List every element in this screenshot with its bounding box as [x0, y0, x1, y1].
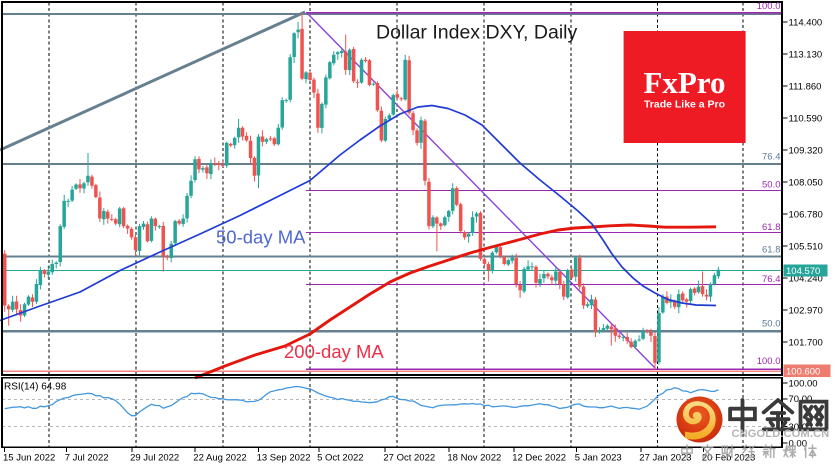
svg-text:50.0: 50.0 — [762, 179, 781, 190]
svg-text:108.050: 108.050 — [789, 177, 823, 188]
svg-text:0.00: 0.00 — [789, 438, 808, 449]
svg-text:100.0: 100.0 — [757, 1, 781, 12]
svg-text:7 Jul 2022: 7 Jul 2022 — [65, 453, 109, 464]
svg-text:29 Jul 2022: 29 Jul 2022 — [130, 453, 179, 464]
svg-text:110.590: 110.590 — [789, 113, 823, 124]
svg-text:109.320: 109.320 — [789, 145, 823, 156]
svg-text:50.0: 50.0 — [762, 318, 781, 329]
svg-text:111.860: 111.860 — [789, 81, 822, 92]
svg-text:27 Oct 2022: 27 Oct 2022 — [383, 453, 435, 464]
svg-text:22 Aug 2022: 22 Aug 2022 — [193, 453, 246, 464]
svg-text:100.0: 100.0 — [757, 356, 781, 367]
svg-text:13 Sep 2022: 13 Sep 2022 — [257, 453, 311, 464]
svg-text:50-day MA: 50-day MA — [216, 227, 306, 248]
svg-text:106.780: 106.780 — [789, 209, 823, 220]
svg-text:20 Feb 2023: 20 Feb 2023 — [702, 453, 755, 464]
svg-text:Trade Like a Pro: Trade Like a Pro — [644, 99, 725, 111]
svg-text:61.8: 61.8 — [762, 244, 781, 255]
svg-text:61.8: 61.8 — [762, 222, 781, 233]
svg-text:15 Jun 2022: 15 Jun 2022 — [3, 453, 55, 464]
svg-text:101.700: 101.700 — [789, 337, 823, 348]
svg-text:27 Jan 2023: 27 Jan 2023 — [639, 453, 691, 464]
svg-text:104.570: 104.570 — [786, 266, 820, 277]
svg-text:200-day MA: 200-day MA — [284, 341, 384, 362]
svg-text:12 Dec 2022: 12 Dec 2022 — [512, 453, 566, 464]
svg-text:FxPro: FxPro — [643, 65, 725, 100]
svg-text:113.130: 113.130 — [789, 49, 823, 60]
svg-text:105.510: 105.510 — [789, 241, 823, 252]
svg-text:76.4: 76.4 — [762, 274, 781, 285]
svg-text:Dollar Index DXY, Daily: Dollar Index DXY, Daily — [376, 22, 577, 44]
svg-text:70.00: 70.00 — [789, 394, 813, 405]
svg-text:100.600: 100.600 — [786, 366, 820, 377]
svg-text:18 Nov 2022: 18 Nov 2022 — [447, 453, 501, 464]
svg-text:RSI(14) 64.98: RSI(14) 64.98 — [4, 382, 67, 393]
svg-text:5 Oct 2022: 5 Oct 2022 — [317, 453, 363, 464]
svg-text:100.00: 100.00 — [789, 378, 818, 389]
svg-text:102.970: 102.970 — [789, 305, 823, 316]
svg-text:5 Jan 2023: 5 Jan 2023 — [575, 453, 622, 464]
svg-text:CNGOLD.COM.CN: CNGOLD.COM.CN — [732, 428, 830, 440]
svg-text:114.400: 114.400 — [789, 17, 823, 28]
svg-text:76.4: 76.4 — [762, 151, 781, 162]
svg-text:104.240: 104.240 — [789, 273, 823, 284]
